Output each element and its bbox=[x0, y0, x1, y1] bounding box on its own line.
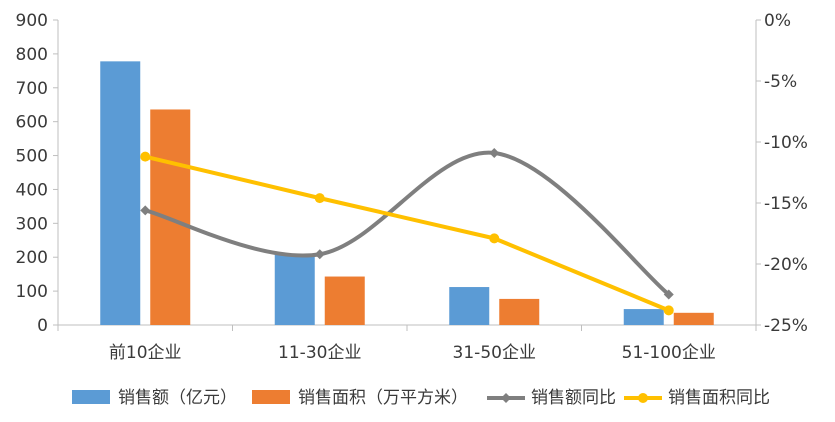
legend-label: 销售面积同比 bbox=[668, 388, 770, 408]
bar bbox=[623, 309, 664, 325]
legend-marker bbox=[501, 393, 511, 403]
bars bbox=[100, 61, 714, 325]
left-tick-label: 900 bbox=[16, 11, 48, 31]
category-labels: 前10企业 11-30企业 31-50企业 51-100企业 bbox=[109, 343, 716, 363]
left-axis: 0 100 200 300 400 500 600 700 800 900 bbox=[16, 11, 757, 336]
bar bbox=[324, 276, 365, 325]
category-label: 31-50企业 bbox=[453, 343, 536, 363]
line-point bbox=[489, 147, 500, 158]
series-line bbox=[144, 150, 671, 297]
legend-label: 销售面积（万平方米） bbox=[298, 388, 468, 408]
left-tick-label: 600 bbox=[16, 113, 48, 133]
left-tick-label: 300 bbox=[16, 214, 48, 234]
left-tick-label: 400 bbox=[16, 180, 48, 200]
right-tick-label: 0% bbox=[764, 11, 791, 31]
bar bbox=[100, 61, 141, 325]
line-point bbox=[314, 249, 325, 260]
right-tick-label: -15% bbox=[764, 194, 808, 214]
left-tick-label: 200 bbox=[16, 248, 48, 268]
line-point bbox=[314, 193, 325, 204]
right-axis: -25% -20% -15% -10% -5% 0% bbox=[755, 11, 808, 336]
bar bbox=[673, 312, 714, 325]
right-tick-label: -25% bbox=[764, 316, 808, 336]
line-point bbox=[663, 305, 674, 316]
line-point bbox=[140, 151, 151, 162]
right-tick-label: -5% bbox=[764, 72, 797, 92]
right-tick-label: -20% bbox=[764, 255, 808, 275]
lines bbox=[140, 147, 674, 316]
left-tick-label: 500 bbox=[16, 147, 48, 167]
line-point bbox=[140, 205, 151, 216]
line-point bbox=[489, 233, 500, 244]
left-tick-label: 100 bbox=[16, 282, 48, 302]
legend: 销售额（亿元） 销售面积（万平方米） 销售额同比 销售面积同比 bbox=[72, 388, 770, 408]
left-tick-label: 800 bbox=[16, 45, 48, 65]
left-tick-label: 0 bbox=[37, 316, 48, 336]
legend-marker bbox=[638, 393, 648, 403]
legend-label: 销售额（亿元） bbox=[118, 388, 237, 408]
category-label: 11-30企业 bbox=[278, 343, 361, 363]
legend-label: 销售额同比 bbox=[531, 388, 616, 408]
right-tick-label: -10% bbox=[764, 133, 808, 153]
series-line bbox=[144, 154, 670, 313]
bar bbox=[274, 253, 315, 325]
legend-swatch bbox=[72, 390, 110, 404]
category-label: 51-100企业 bbox=[622, 343, 716, 363]
legend-swatch bbox=[252, 390, 290, 404]
category-label: 前10企业 bbox=[109, 343, 182, 363]
line-point bbox=[663, 289, 674, 300]
left-tick-label: 700 bbox=[16, 79, 48, 99]
bar bbox=[449, 287, 490, 325]
bar bbox=[499, 298, 540, 325]
